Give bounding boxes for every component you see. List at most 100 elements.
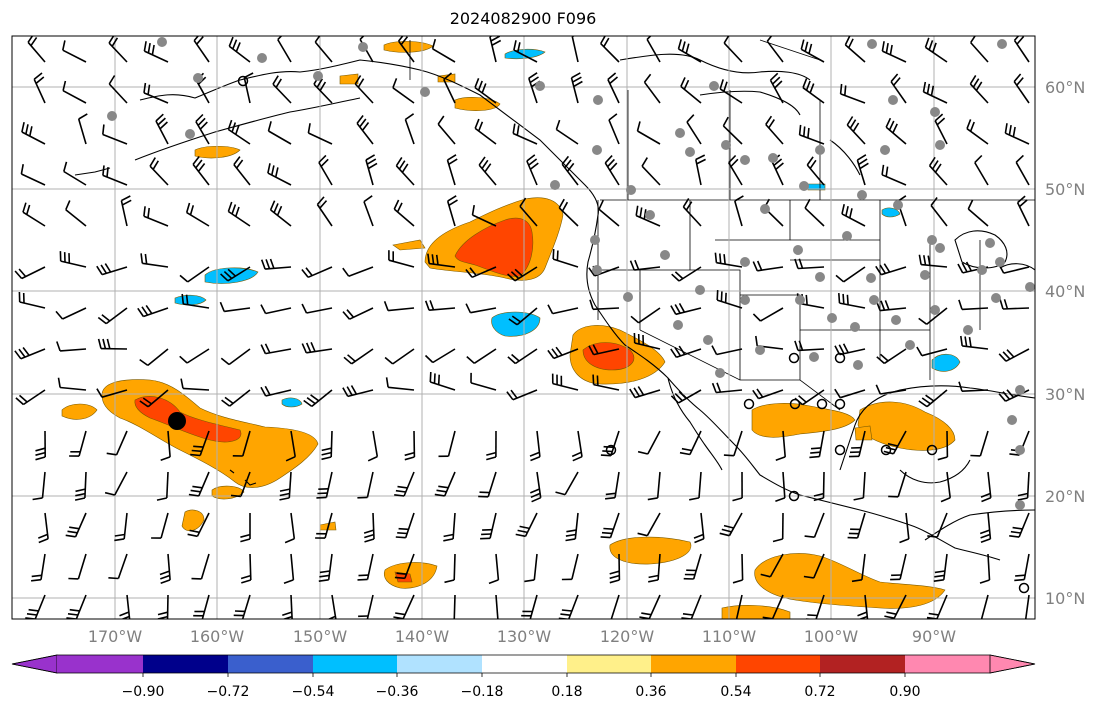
wind-barb: [14, 347, 46, 360]
wind-barb: [181, 293, 210, 309]
wind-barb: [316, 471, 333, 499]
lon-label: 170°W: [88, 627, 143, 646]
station-dot: [1025, 282, 1035, 292]
station-dot: [685, 147, 695, 157]
wind-barb: [489, 36, 502, 63]
lat-label: 30°N: [1045, 385, 1085, 404]
wind-barb: [714, 252, 743, 268]
wind-barb: [643, 73, 661, 104]
wind-barb: [65, 512, 87, 538]
wind-barb: [670, 345, 702, 359]
wind-barb: [187, 512, 210, 538]
wind-barb: [190, 430, 210, 457]
wind-barb: [301, 341, 333, 354]
station-dot: [721, 140, 731, 150]
wind-barb: [139, 389, 169, 408]
wind-barb: [35, 430, 46, 461]
wind-barb: [512, 123, 538, 145]
wind-barb: [232, 594, 251, 619]
wind-barb: [806, 156, 825, 186]
colorbar-extend-high: [989, 654, 1036, 674]
wind-barb: [798, 124, 825, 145]
station-dot: [535, 81, 545, 91]
station-dot: [550, 180, 560, 190]
wind-barb: [930, 197, 948, 227]
wind-barb: [56, 341, 87, 352]
wind-barb: [635, 205, 661, 227]
wind-barb: [301, 266, 333, 279]
wind-barb: [732, 471, 743, 502]
wind-barb: [342, 385, 374, 398]
colorbar-tick-label: 0.18: [551, 684, 582, 700]
wind-barb: [881, 164, 907, 186]
station-dot: [842, 231, 852, 241]
colorbar: −0.90 −0.72 −0.54 −0.36 −0.18 0.18 0.36 …: [11, 654, 1036, 700]
wind-barb: [62, 40, 87, 63]
wind-barb: [395, 512, 415, 539]
wind-barb: [220, 266, 251, 282]
wind-barb: [570, 72, 583, 104]
wind-barb: [876, 348, 907, 365]
wind-barb: [227, 119, 251, 145]
wind-barb: [260, 304, 292, 315]
wind-barb: [671, 266, 702, 282]
wind-barb: [221, 389, 251, 407]
wind-barb: [486, 430, 497, 461]
station-dot: [1015, 445, 1025, 455]
wind-barb: [752, 260, 784, 272]
wind-barb: [20, 164, 46, 186]
station-dot: [891, 315, 901, 325]
station-dot: [313, 71, 323, 81]
wind-barb: [608, 113, 620, 145]
wind-barb: [846, 116, 866, 145]
wind-barb: [800, 39, 825, 63]
wind-barb: [480, 512, 497, 540]
wind-barb: [230, 471, 251, 498]
wind-barb: [282, 594, 293, 619]
wind-barb: [918, 389, 948, 408]
wind-barb: [180, 378, 210, 391]
wind-barb: [604, 155, 620, 186]
wind-barb: [571, 36, 579, 63]
station-dot: [193, 73, 203, 83]
station-dot: [857, 190, 867, 200]
colorbar-tick-label: −0.36: [376, 684, 419, 700]
wind-barb: [427, 253, 456, 268]
wind-barb: [883, 430, 907, 455]
graticule: [12, 36, 1035, 619]
wind-barb: [424, 348, 456, 364]
wind-barb: [927, 512, 948, 538]
wind-barb: [637, 430, 661, 455]
wind-barb: [160, 430, 171, 462]
wind-barb: [119, 594, 131, 619]
wind-barb: [924, 37, 948, 63]
wind-barb: [601, 594, 620, 619]
wind-barb: [394, 471, 415, 497]
wind-barb: [677, 39, 702, 63]
wind-barb: [159, 553, 171, 585]
wind-barb: [383, 301, 415, 312]
wind-barb: [974, 154, 989, 186]
wind-barb: [260, 258, 292, 270]
wind-barb: [609, 553, 621, 584]
lat-label: 20°N: [1045, 487, 1085, 506]
wind-barb: [551, 373, 579, 391]
wind-barb: [918, 307, 948, 325]
wind-barb: [424, 300, 456, 311]
wind-barb: [179, 348, 210, 364]
wind-barb: [506, 389, 538, 401]
station-dot: [703, 335, 713, 345]
wind-barb: [853, 471, 866, 501]
wind-barb: [735, 594, 743, 619]
colorbar-tick-label: 0.36: [635, 684, 666, 700]
wind-barb: [804, 198, 825, 227]
station-dot: [920, 270, 930, 280]
wind-barb: [318, 553, 333, 582]
colorbar-bin: [228, 655, 313, 673]
wind-barb: [728, 154, 743, 186]
wind-barb: [478, 156, 497, 186]
wind-barb: [809, 430, 825, 459]
wind-barb: [847, 512, 866, 539]
wind-barb: [393, 199, 415, 227]
wind-barb: [547, 346, 579, 360]
